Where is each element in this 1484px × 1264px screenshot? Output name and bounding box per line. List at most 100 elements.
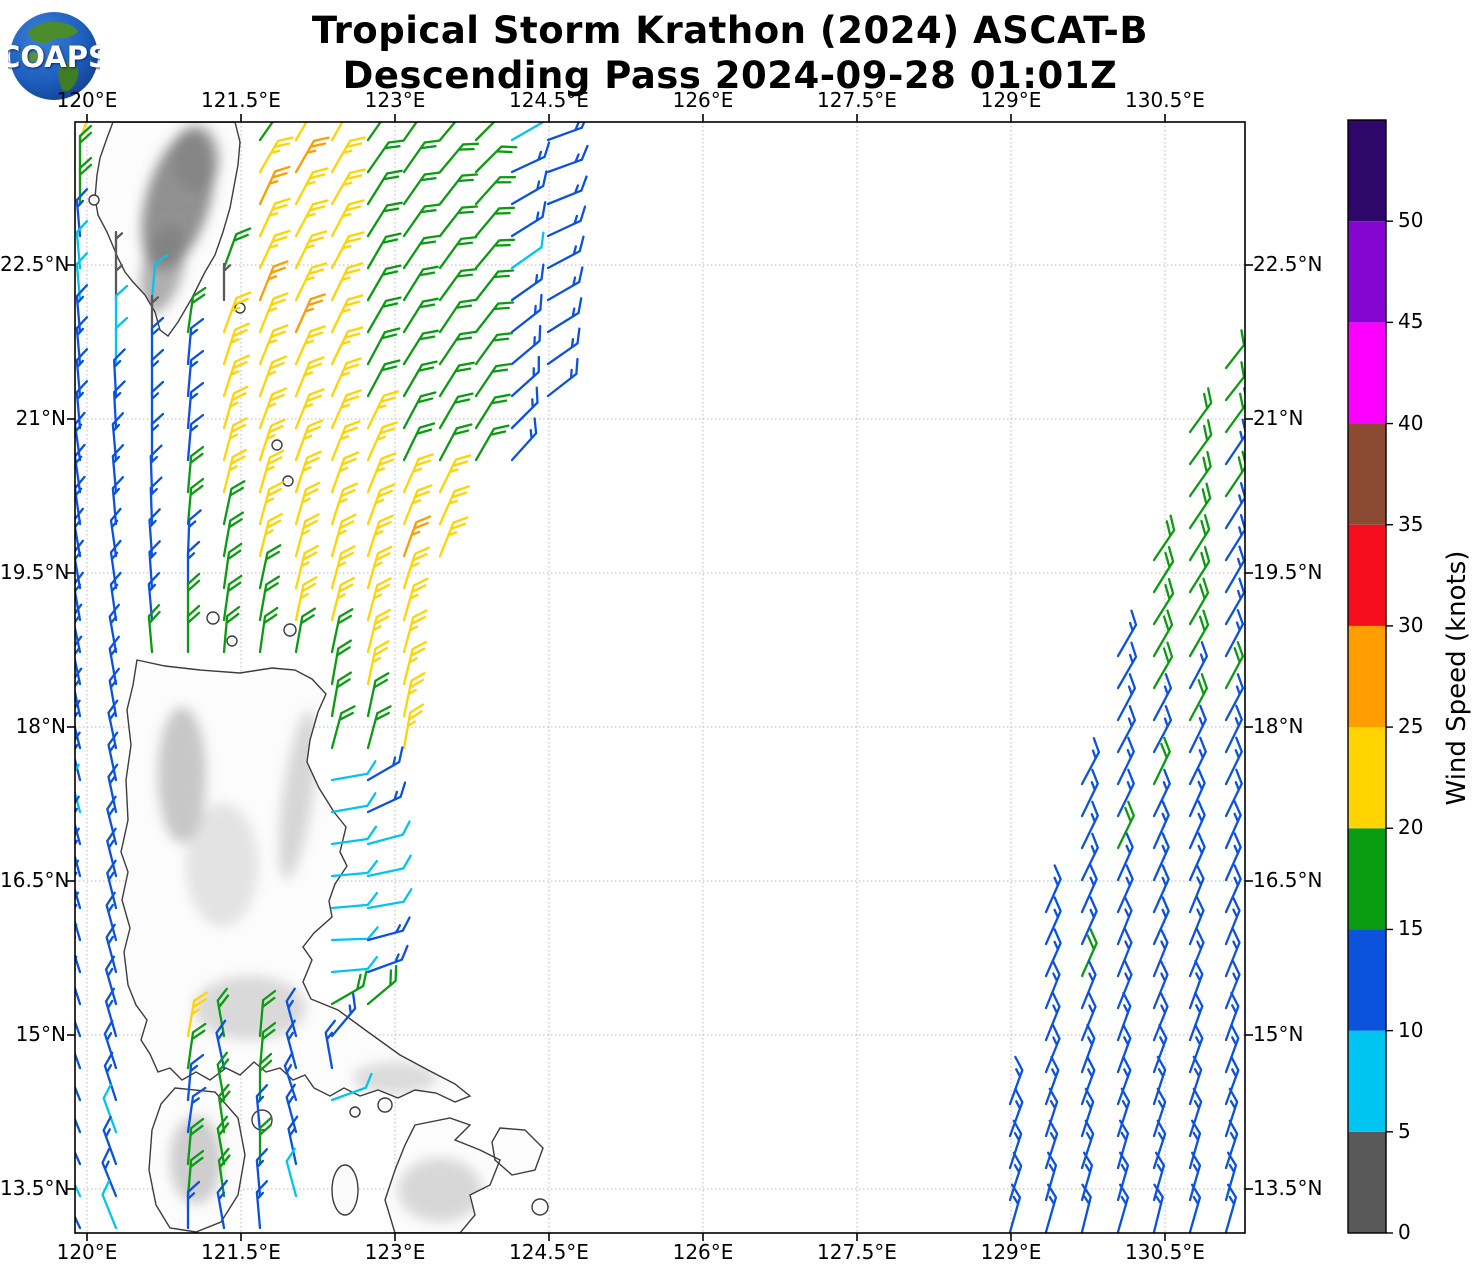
wind-barb	[186, 317, 205, 366]
wind-barb	[75, 475, 86, 526]
wind-barb-glyph	[103, 1019, 118, 1070]
wind-barb	[104, 987, 118, 1038]
wind-barb-glyph	[546, 175, 588, 206]
wind-barb-glyph	[1116, 991, 1132, 1042]
wind-barb-glyph	[366, 608, 391, 654]
wind-barb	[258, 165, 291, 206]
wind-barb-glyph	[366, 916, 411, 942]
wind-barb	[330, 451, 360, 494]
wind-barb	[330, 420, 361, 462]
wind-barb	[402, 329, 439, 366]
lon-tick-label: 127.5°E	[817, 1240, 897, 1264]
wind-barb-glyph	[222, 574, 243, 622]
wind-barb	[510, 170, 548, 206]
wind-barb-glyph	[1116, 609, 1138, 658]
wind-barb-glyph	[474, 176, 517, 206]
wind-barb	[438, 173, 479, 206]
wind-barb-glyph	[216, 1179, 228, 1230]
wind-barb	[1152, 736, 1171, 786]
wind-barb	[294, 607, 316, 654]
wind-barb	[285, 987, 298, 1038]
colorbar-tick-label: 50	[1398, 208, 1424, 233]
wind-barb-glyph	[366, 359, 401, 398]
wind-barb-glyph	[1152, 1087, 1167, 1138]
wind-barb-glyph	[330, 955, 379, 974]
wind-barb-glyph	[75, 1116, 82, 1166]
wind-barb	[1152, 673, 1173, 722]
wind-barb-glyph	[108, 667, 120, 718]
wind-barb-glyph	[294, 325, 326, 366]
wind-barb-glyph	[366, 545, 393, 590]
wind-barb	[258, 418, 286, 462]
wind-barb-glyph	[222, 262, 232, 302]
wind-barb-glyph	[366, 746, 404, 782]
wind-barb-glyph	[75, 603, 83, 654]
wind-barb	[1080, 1183, 1092, 1233]
coastline-strokes	[88, 122, 549, 1233]
wind-barb-glyph	[438, 268, 478, 302]
wind-barb-glyph	[258, 292, 289, 334]
wind-barb	[1152, 1151, 1166, 1202]
wind-barb-glyph	[1116, 705, 1137, 754]
wind-barb	[1044, 1024, 1061, 1074]
wind-barb	[1224, 1055, 1240, 1106]
wind-barb-glyph	[114, 230, 124, 270]
wind-barb	[186, 477, 205, 526]
wind-barb	[546, 266, 584, 302]
wind-barb	[330, 545, 356, 590]
wind-barb-glyph	[294, 513, 320, 558]
wind-barb	[75, 1084, 82, 1134]
wind-barb	[150, 253, 169, 302]
wind-barb-glyph	[294, 122, 330, 142]
wind-barb	[1116, 705, 1137, 754]
colorbar-tick-label: 40	[1398, 410, 1424, 435]
wind-barb-glyph	[546, 122, 589, 142]
wind-barb	[216, 1115, 230, 1166]
wind-barb	[294, 199, 329, 238]
wind-barb-glyph	[75, 795, 82, 846]
wind-barb-glyph	[107, 763, 119, 814]
wind-barb	[186, 381, 205, 430]
wind-barb	[474, 122, 518, 142]
wind-barb-glyph	[75, 380, 89, 430]
wind-barb-glyph	[222, 385, 249, 430]
wind-barb	[75, 1148, 82, 1198]
wind-barb-glyph	[1224, 864, 1242, 914]
wind-barb	[366, 327, 401, 366]
wind-barb-glyph	[330, 576, 355, 622]
wind-barb-glyph	[222, 354, 250, 398]
wind-barb-glyph	[186, 381, 205, 430]
wind-barb-glyph	[1224, 991, 1240, 1042]
wind-barb	[1188, 832, 1206, 882]
colorbar-tick-label: 15	[1398, 916, 1424, 941]
wind-barb	[75, 443, 86, 494]
wind-barb-glyph	[1152, 1055, 1167, 1106]
wind-barb	[330, 122, 366, 142]
wind-barb-glyph	[222, 605, 241, 654]
wind-barb-glyph	[1224, 673, 1245, 722]
wind-barb-glyph	[1152, 992, 1169, 1042]
wind-barb	[1224, 768, 1243, 818]
wind-barb	[1152, 800, 1170, 850]
wind-barb-glyph	[366, 964, 398, 1006]
wind-barb-glyph	[1080, 737, 1101, 786]
wind-barb-glyph	[1116, 864, 1134, 914]
wind-barb	[106, 859, 118, 910]
wind-barb-glyph	[1008, 1151, 1023, 1202]
wind-barb	[366, 421, 398, 462]
wind-barb	[1188, 704, 1207, 754]
wind-barb-glyph	[546, 327, 581, 366]
wind-barb	[75, 699, 82, 750]
wind-barb-glyph	[216, 987, 230, 1038]
wind-barb	[1008, 1055, 1024, 1106]
wind-barb-glyph	[366, 944, 409, 974]
wind-barb	[258, 292, 289, 334]
wind-barb-glyph	[1116, 1055, 1132, 1106]
wind-barb-glyph	[186, 1086, 207, 1134]
wind-barb	[1044, 1087, 1059, 1138]
wind-barb	[1008, 1087, 1024, 1138]
wind-barb-glyph	[102, 1115, 118, 1166]
wind-barb	[402, 546, 430, 590]
wind-barb-glyph	[366, 854, 412, 878]
wind-barb	[1188, 768, 1206, 818]
